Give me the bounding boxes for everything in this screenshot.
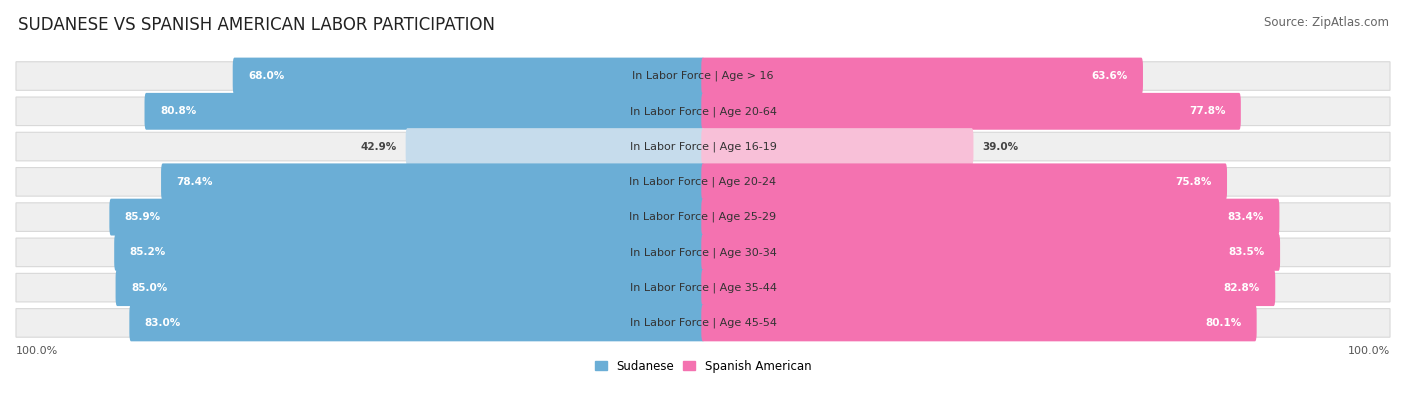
FancyBboxPatch shape <box>114 234 704 271</box>
Text: In Labor Force | Age 20-64: In Labor Force | Age 20-64 <box>630 106 776 117</box>
Text: 83.5%: 83.5% <box>1229 247 1264 258</box>
FancyBboxPatch shape <box>406 128 704 165</box>
FancyBboxPatch shape <box>15 238 1391 267</box>
Text: 68.0%: 68.0% <box>249 71 284 81</box>
FancyBboxPatch shape <box>15 132 1391 161</box>
Text: 78.4%: 78.4% <box>177 177 214 187</box>
FancyBboxPatch shape <box>145 93 704 130</box>
Text: 100.0%: 100.0% <box>15 346 58 356</box>
FancyBboxPatch shape <box>702 234 1279 271</box>
Text: In Labor Force | Age 25-29: In Labor Force | Age 25-29 <box>630 212 776 222</box>
FancyBboxPatch shape <box>702 93 1241 130</box>
FancyBboxPatch shape <box>162 164 704 200</box>
Text: In Labor Force | Age > 16: In Labor Force | Age > 16 <box>633 71 773 81</box>
FancyBboxPatch shape <box>702 305 1257 341</box>
FancyBboxPatch shape <box>15 97 1391 126</box>
Text: 42.9%: 42.9% <box>361 141 396 152</box>
FancyBboxPatch shape <box>702 58 1143 94</box>
Text: 83.0%: 83.0% <box>145 318 181 328</box>
Text: 83.4%: 83.4% <box>1227 212 1264 222</box>
Legend: Sudanese, Spanish American: Sudanese, Spanish American <box>591 355 815 377</box>
FancyBboxPatch shape <box>702 199 1279 235</box>
FancyBboxPatch shape <box>115 269 704 306</box>
FancyBboxPatch shape <box>702 269 1275 306</box>
Text: 39.0%: 39.0% <box>981 141 1018 152</box>
Text: 80.1%: 80.1% <box>1205 318 1241 328</box>
Text: In Labor Force | Age 45-54: In Labor Force | Age 45-54 <box>630 318 776 328</box>
FancyBboxPatch shape <box>129 305 704 341</box>
Text: In Labor Force | Age 35-44: In Labor Force | Age 35-44 <box>630 282 776 293</box>
FancyBboxPatch shape <box>110 199 704 235</box>
Text: 80.8%: 80.8% <box>160 106 197 116</box>
Text: 85.9%: 85.9% <box>125 212 162 222</box>
FancyBboxPatch shape <box>15 62 1391 90</box>
FancyBboxPatch shape <box>702 164 1227 200</box>
Text: 100.0%: 100.0% <box>1348 346 1391 356</box>
FancyBboxPatch shape <box>233 58 704 94</box>
FancyBboxPatch shape <box>702 128 973 165</box>
Text: In Labor Force | Age 20-24: In Labor Force | Age 20-24 <box>630 177 776 187</box>
FancyBboxPatch shape <box>15 308 1391 337</box>
Text: Source: ZipAtlas.com: Source: ZipAtlas.com <box>1264 16 1389 29</box>
Text: 77.8%: 77.8% <box>1189 106 1225 116</box>
Text: In Labor Force | Age 16-19: In Labor Force | Age 16-19 <box>630 141 776 152</box>
Text: 85.2%: 85.2% <box>129 247 166 258</box>
Text: 82.8%: 82.8% <box>1223 283 1260 293</box>
Text: 75.8%: 75.8% <box>1175 177 1212 187</box>
Text: 63.6%: 63.6% <box>1091 71 1128 81</box>
Text: 85.0%: 85.0% <box>131 283 167 293</box>
FancyBboxPatch shape <box>15 203 1391 231</box>
Text: In Labor Force | Age 30-34: In Labor Force | Age 30-34 <box>630 247 776 258</box>
FancyBboxPatch shape <box>15 167 1391 196</box>
Text: SUDANESE VS SPANISH AMERICAN LABOR PARTICIPATION: SUDANESE VS SPANISH AMERICAN LABOR PARTI… <box>18 16 495 34</box>
FancyBboxPatch shape <box>15 273 1391 302</box>
